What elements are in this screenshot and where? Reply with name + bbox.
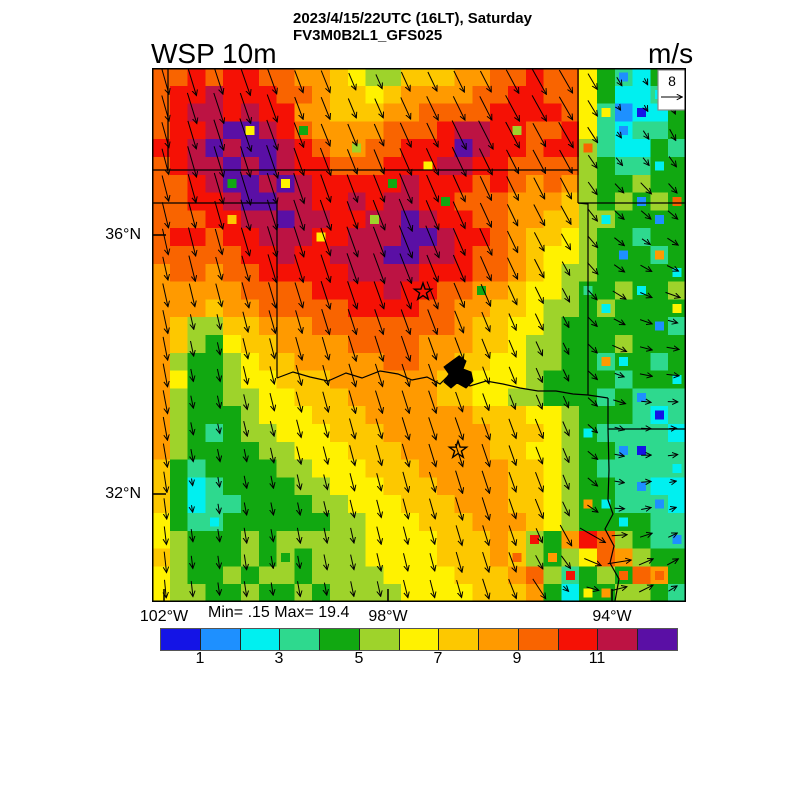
- units-label: m/s: [648, 38, 694, 69]
- colorbar-segment-6: [399, 629, 440, 650]
- reference-arrow-value: 8: [668, 73, 676, 89]
- colorbar-segment-11: [598, 629, 639, 650]
- colorbar-segment-3: [280, 629, 321, 650]
- variable-label: WSP 10m: [151, 38, 277, 69]
- colorbar-tick-3: 3: [274, 650, 284, 667]
- colorbar-tick-7: 7: [433, 650, 443, 667]
- wind-arrows: [161, 68, 680, 599]
- lake-texoma: [443, 355, 474, 389]
- min-max-label: Min= .15 Max= 19.4: [208, 604, 350, 621]
- colorbar-segment-8: [479, 629, 519, 650]
- colorbar: [160, 628, 678, 651]
- colorbar-segment-0: [161, 629, 201, 650]
- colorbar-tick-5: 5: [354, 650, 364, 667]
- colorbar-segment-4: [320, 629, 360, 650]
- wind-speed-map: 8: [152, 68, 686, 602]
- chart-title-datetime: 2023/4/15/22UTC (16LT), Saturday: [293, 10, 532, 27]
- chart-title-model: FV3M0B2L1_GFS025: [293, 27, 443, 44]
- colorbar-segment-10: [558, 629, 599, 650]
- colorbar-segment-1: [200, 629, 241, 650]
- reference-arrow-box: 8: [657, 69, 686, 111]
- city-star-marker: [412, 280, 434, 302]
- lon-tick-label-98w: 98°W: [368, 608, 408, 625]
- colorbar-segment-2: [240, 629, 281, 650]
- lat-tick-label-36n: 36°N: [105, 226, 141, 243]
- colorbar-segment-12: [638, 629, 677, 650]
- axis-ticks: [152, 234, 613, 602]
- colorbar-tick-11: 11: [588, 650, 606, 667]
- colorbar-tick-9: 9: [512, 650, 522, 667]
- lon-tick-label-102w: 102°W: [139, 608, 189, 625]
- wind-speed-field: [152, 68, 686, 602]
- colorbar-tick-1: 1: [195, 650, 205, 667]
- colorbar-segment-7: [439, 629, 480, 650]
- colorbar-segment-9: [518, 629, 559, 650]
- border-ok-ar: [577, 202, 589, 395]
- lon-tick-label-94w: 94°W: [592, 608, 632, 625]
- city-star-marker: [447, 438, 469, 460]
- border-tx-ar-la: [604, 398, 620, 602]
- lat-tick-label-32n: 32°N: [105, 485, 141, 502]
- colorbar-segment-5: [359, 629, 400, 650]
- map-frame: [152, 68, 686, 602]
